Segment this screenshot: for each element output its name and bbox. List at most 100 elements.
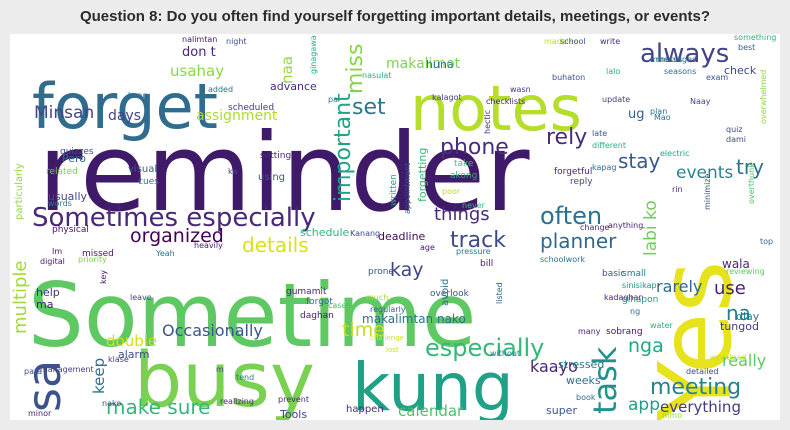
word-cloud-word: daghan <box>300 311 334 321</box>
word-cloud-word: using <box>258 172 285 183</box>
word-cloud-word: dami <box>726 135 746 144</box>
word-cloud-word: calendar <box>398 402 464 420</box>
word-cloud-word: never <box>462 201 486 210</box>
word-cloud-word: Tools <box>279 408 307 420</box>
word-cloud-word: weeks <box>566 374 601 387</box>
word-cloud-word: always <box>640 39 729 69</box>
word-cloud-word: setting <box>260 151 291 161</box>
word-cloud-word: nga <box>628 335 664 357</box>
word-cloud-word: visual <box>128 164 157 175</box>
word-cloud-word: words <box>48 199 72 208</box>
word-cloud-word: sa <box>17 360 71 412</box>
word-cloud-word: something <box>734 34 776 42</box>
word-cloud-word: prone <box>368 267 394 277</box>
word-cloud-word: nako <box>102 399 121 408</box>
word-cloud-word: keep <box>90 358 108 394</box>
word-cloud-word: particularly <box>14 163 25 220</box>
word-cloud-word: management <box>40 365 94 374</box>
word-cloud-word: use <box>714 278 746 299</box>
word-cloud-word: time <box>342 319 385 341</box>
word-cloud-word: Yes <box>637 261 754 420</box>
word-cloud-word: try <box>736 155 764 179</box>
word-cloud-word: reminder <box>38 111 530 236</box>
word-cloud-word: naa <box>278 56 296 84</box>
word-cloud-word: ng <box>630 307 640 316</box>
word-cloud-word: plan <box>650 107 667 116</box>
word-cloud-word: digital <box>40 257 65 266</box>
word-cloud-word: detailed <box>686 367 718 376</box>
word-cloud-word: alarm <box>118 348 150 361</box>
word-cloud-word: sobrang <box>606 327 643 337</box>
word-cloud-word: ka <box>228 167 237 176</box>
word-cloud-word: assignment <box>196 108 278 124</box>
word-cloud-word: schoolwork <box>540 255 585 264</box>
word-cloud-word: especially <box>425 334 544 362</box>
word-cloud-word: deadline <box>378 230 426 243</box>
word-cloud-word: things <box>434 204 490 225</box>
word-cloud-word: kaayo <box>530 357 578 376</box>
word-cloud-word: forget <box>32 70 218 143</box>
word-cloud-word: often <box>540 202 602 230</box>
word-cloud-word: wala <box>722 257 750 271</box>
word-cloud-word: small <box>622 269 646 279</box>
word-cloud-word: quizzes <box>60 147 94 157</box>
word-cloud-word: makalimtan nako <box>362 312 466 326</box>
word-cloud-word: labi ko <box>641 200 661 256</box>
word-cloud-word: Mao <box>654 113 671 122</box>
word-cloud-word: nimo <box>662 411 682 420</box>
word-cloud-word: many <box>578 327 601 336</box>
word-cloud-word: klase <box>108 355 129 364</box>
word-cloud-word: notes <box>410 72 582 145</box>
word-cloud-svg: reminder Sometime Yes busy kung forget notes sa… <box>10 34 776 420</box>
word-cloud-word: buhaton <box>552 73 585 82</box>
word-cloud-word: scheduled <box>228 103 274 113</box>
word-cloud-word: multiple <box>10 260 31 334</box>
word-cloud-word: na <box>726 301 751 325</box>
word-cloud-word: electric <box>660 149 690 158</box>
word-cloud-word: everything <box>660 398 741 416</box>
word-cloud-word: details <box>242 233 309 257</box>
word-cloud-word: basic <box>602 269 625 279</box>
word-cloud-word: challenge <box>370 334 404 342</box>
word-cloud-word: reply <box>570 177 593 187</box>
word-cloud-word: minor <box>28 409 52 418</box>
word-cloud-word: added <box>208 85 233 94</box>
word-cloud-word: double <box>106 332 157 350</box>
word-cloud-word: m <box>216 365 224 374</box>
word-cloud-word: without <box>490 349 520 358</box>
word-cloud-word: kadaghan <box>604 293 644 302</box>
word-cloud-word: cues <box>138 177 159 187</box>
word-cloud-word: rin <box>672 185 683 194</box>
word-cloud-word: para <box>24 367 42 376</box>
word-cloud-word: poor <box>442 187 461 196</box>
word-cloud-word: Sometimes especially <box>32 203 316 233</box>
word-cloud-word: missed <box>82 249 114 259</box>
word-cloud-word: phone <box>440 135 509 160</box>
word-cloud-word: make sure <box>106 395 210 419</box>
word-cloud-word: minimize <box>703 173 712 210</box>
word-cloud-word: prevent <box>278 395 309 404</box>
word-cloud-word: water <box>650 321 674 330</box>
word-cloud-word: related <box>46 167 78 177</box>
word-cloud-word: days <box>108 108 141 124</box>
word-cloud-word: don t <box>182 45 216 60</box>
word-cloud-word: schedule <box>300 226 350 239</box>
word-cloud-word: late <box>592 129 607 138</box>
word-cloud-word: night <box>226 37 247 46</box>
word-cloud-word: Sometime <box>28 264 476 367</box>
word-cloud-word: overthunk <box>747 163 756 204</box>
word-cloud-word: update <box>602 95 630 104</box>
word-cloud-word: physical <box>52 225 89 235</box>
word-cloud-word: realizing <box>220 397 254 406</box>
word-cloud-word: quiz <box>726 125 743 134</box>
word-cloud-word: change <box>580 223 610 232</box>
word-cloud-word: workload <box>710 353 746 362</box>
word-cloud-word: super <box>546 404 577 417</box>
word-cloud-word: lost <box>386 346 399 354</box>
word-cloud-word: checklists <box>486 97 525 106</box>
word-cloud-word: kalagot <box>432 93 462 102</box>
word-cloud-word: reviewing <box>726 267 765 276</box>
word-cloud-word: miss <box>343 44 368 94</box>
word-cloud-word: appointment <box>403 163 412 214</box>
word-cloud-word: set <box>352 95 386 120</box>
